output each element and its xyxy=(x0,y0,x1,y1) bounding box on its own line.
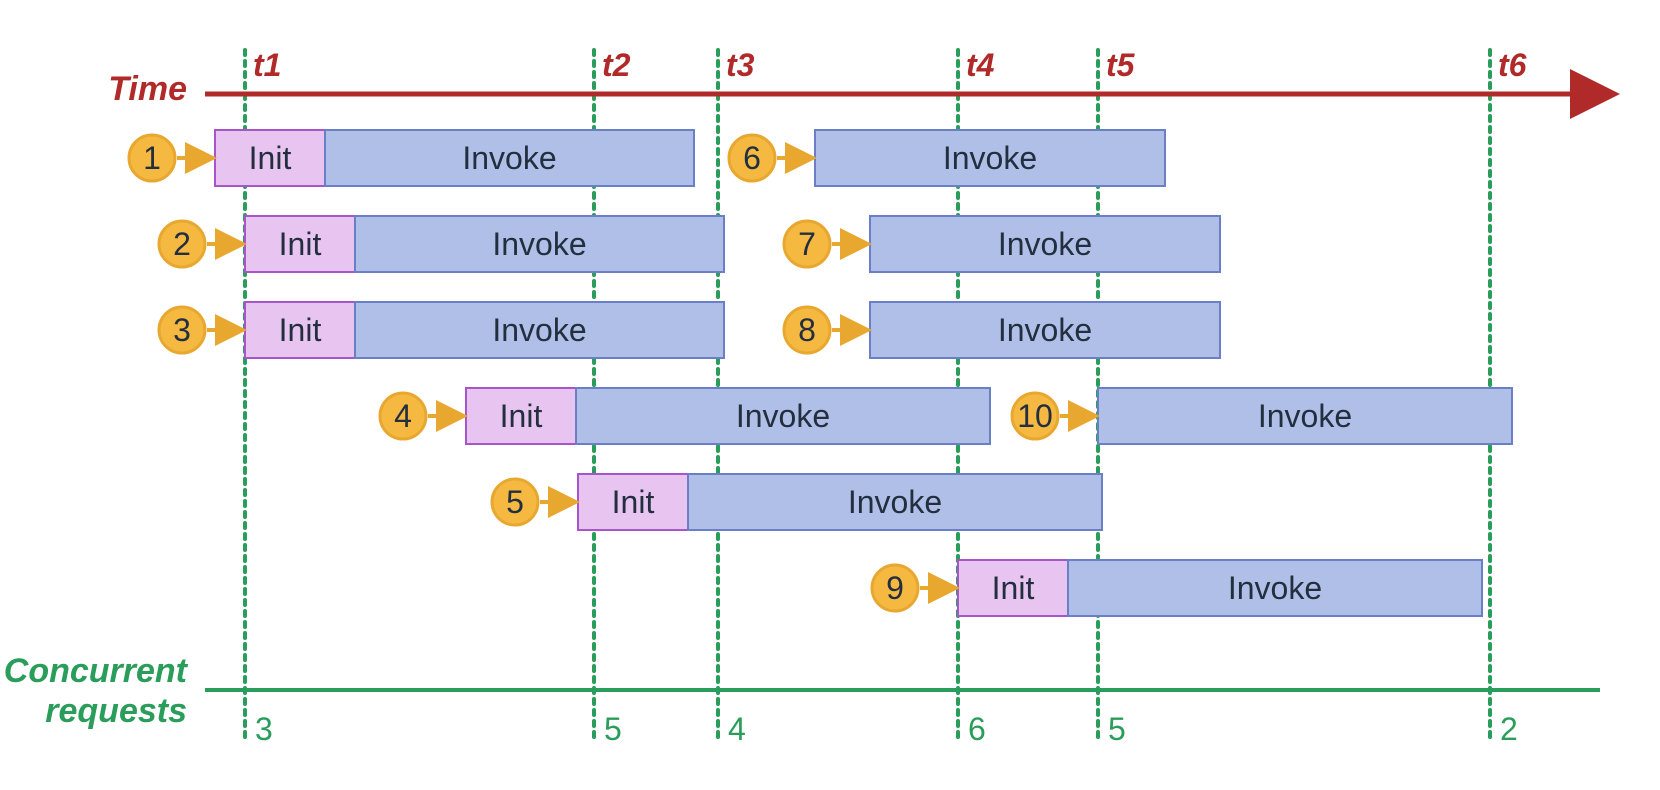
invoke-label-6: Invoke xyxy=(943,140,1037,176)
init-label-1: Init xyxy=(249,140,292,176)
time-tick-t2: t2 xyxy=(602,47,631,83)
concurrent-value-t5: 5 xyxy=(1108,711,1126,747)
request-badge-text-2: 2 xyxy=(173,226,191,262)
concurrent-axis-label-1: Concurrent xyxy=(4,652,189,690)
init-label-9: Init xyxy=(992,570,1035,606)
init-label-4: Init xyxy=(500,398,543,434)
request-badge-text-6: 6 xyxy=(743,140,761,176)
time-axis-label: Time xyxy=(108,70,187,108)
concurrent-value-t6: 2 xyxy=(1500,711,1518,747)
invoke-label-3: Invoke xyxy=(492,312,586,348)
invoke-label-5: Invoke xyxy=(848,484,942,520)
request-badge-text-9: 9 xyxy=(886,570,904,606)
request-badge-text-1: 1 xyxy=(143,140,161,176)
invoke-label-4: Invoke xyxy=(736,398,830,434)
time-tick-t5: t5 xyxy=(1106,47,1136,83)
request-badge-text-8: 8 xyxy=(798,312,816,348)
invoke-label-9: Invoke xyxy=(1228,570,1322,606)
time-tick-t6: t6 xyxy=(1498,47,1527,83)
concurrent-value-t4: 6 xyxy=(968,711,986,747)
invoke-label-8: Invoke xyxy=(998,312,1092,348)
concurrent-value-t2: 5 xyxy=(604,711,622,747)
time-tick-t1: t1 xyxy=(253,47,281,83)
request-badge-text-10: 10 xyxy=(1017,398,1053,434)
concurrent-axis-label-2: requests xyxy=(45,692,187,730)
timeline-diagram: Time t1 t2 t3 t4 t5 t6 Init Invoke 1 Invoke 6 Init In… xyxy=(0,0,1660,790)
request-badge-text-7: 7 xyxy=(798,226,816,262)
concurrent-value-t1: 3 xyxy=(255,711,273,747)
time-tick-t3: t3 xyxy=(726,47,755,83)
concurrent-value-t3: 4 xyxy=(728,711,746,747)
init-label-3: Init xyxy=(279,312,322,348)
request-badge-text-3: 3 xyxy=(173,312,191,348)
invoke-label-2: Invoke xyxy=(492,226,586,262)
invoke-label-7: Invoke xyxy=(998,226,1092,262)
invoke-label-1: Invoke xyxy=(462,140,556,176)
init-label-2: Init xyxy=(279,226,322,262)
request-badge-text-4: 4 xyxy=(394,398,412,434)
time-tick-t4: t4 xyxy=(966,47,995,83)
request-badge-text-5: 5 xyxy=(506,484,524,520)
init-label-5: Init xyxy=(612,484,655,520)
invoke-label-10: Invoke xyxy=(1258,398,1352,434)
